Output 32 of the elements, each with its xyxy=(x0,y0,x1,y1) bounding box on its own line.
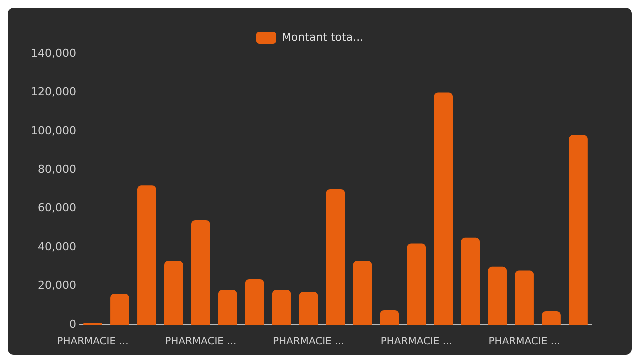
y-tick-label: 100,000 xyxy=(30,124,76,138)
bar xyxy=(515,270,534,325)
bar xyxy=(218,290,238,325)
y-tick-label: 20,000 xyxy=(38,279,76,292)
bar xyxy=(299,292,318,325)
y-tick-label: 120,000 xyxy=(30,86,76,99)
bar xyxy=(110,294,130,325)
bar xyxy=(138,186,156,325)
bar xyxy=(164,261,184,325)
y-tick-label: 80,000 xyxy=(38,163,76,176)
x-tick-label: PHARMACIE ... xyxy=(272,336,345,348)
bar xyxy=(272,290,292,325)
y-tick-label: 60,000 xyxy=(38,202,76,215)
bar xyxy=(542,311,561,325)
bar xyxy=(569,135,588,325)
bar xyxy=(434,92,454,325)
x-tick-label: PHARMACIE ... xyxy=(488,336,560,348)
bar xyxy=(326,190,346,325)
legend-label: Montant tota... xyxy=(282,30,364,44)
bar xyxy=(488,266,507,325)
bar xyxy=(245,280,264,325)
bar xyxy=(461,238,480,325)
y-tick-label: 140,000 xyxy=(30,46,76,60)
x-tick-label: PHARMACIE ... xyxy=(380,336,452,348)
x-tick-label: PHARMACIE ... xyxy=(57,336,129,348)
y-tick-label: 40,000 xyxy=(38,240,76,254)
y-tick-label: 0 xyxy=(69,318,76,331)
bar xyxy=(191,220,210,325)
x-tick-label: PHARMACIE ... xyxy=(165,336,237,348)
bar xyxy=(380,310,400,325)
bar xyxy=(407,244,426,325)
bar xyxy=(353,261,372,325)
